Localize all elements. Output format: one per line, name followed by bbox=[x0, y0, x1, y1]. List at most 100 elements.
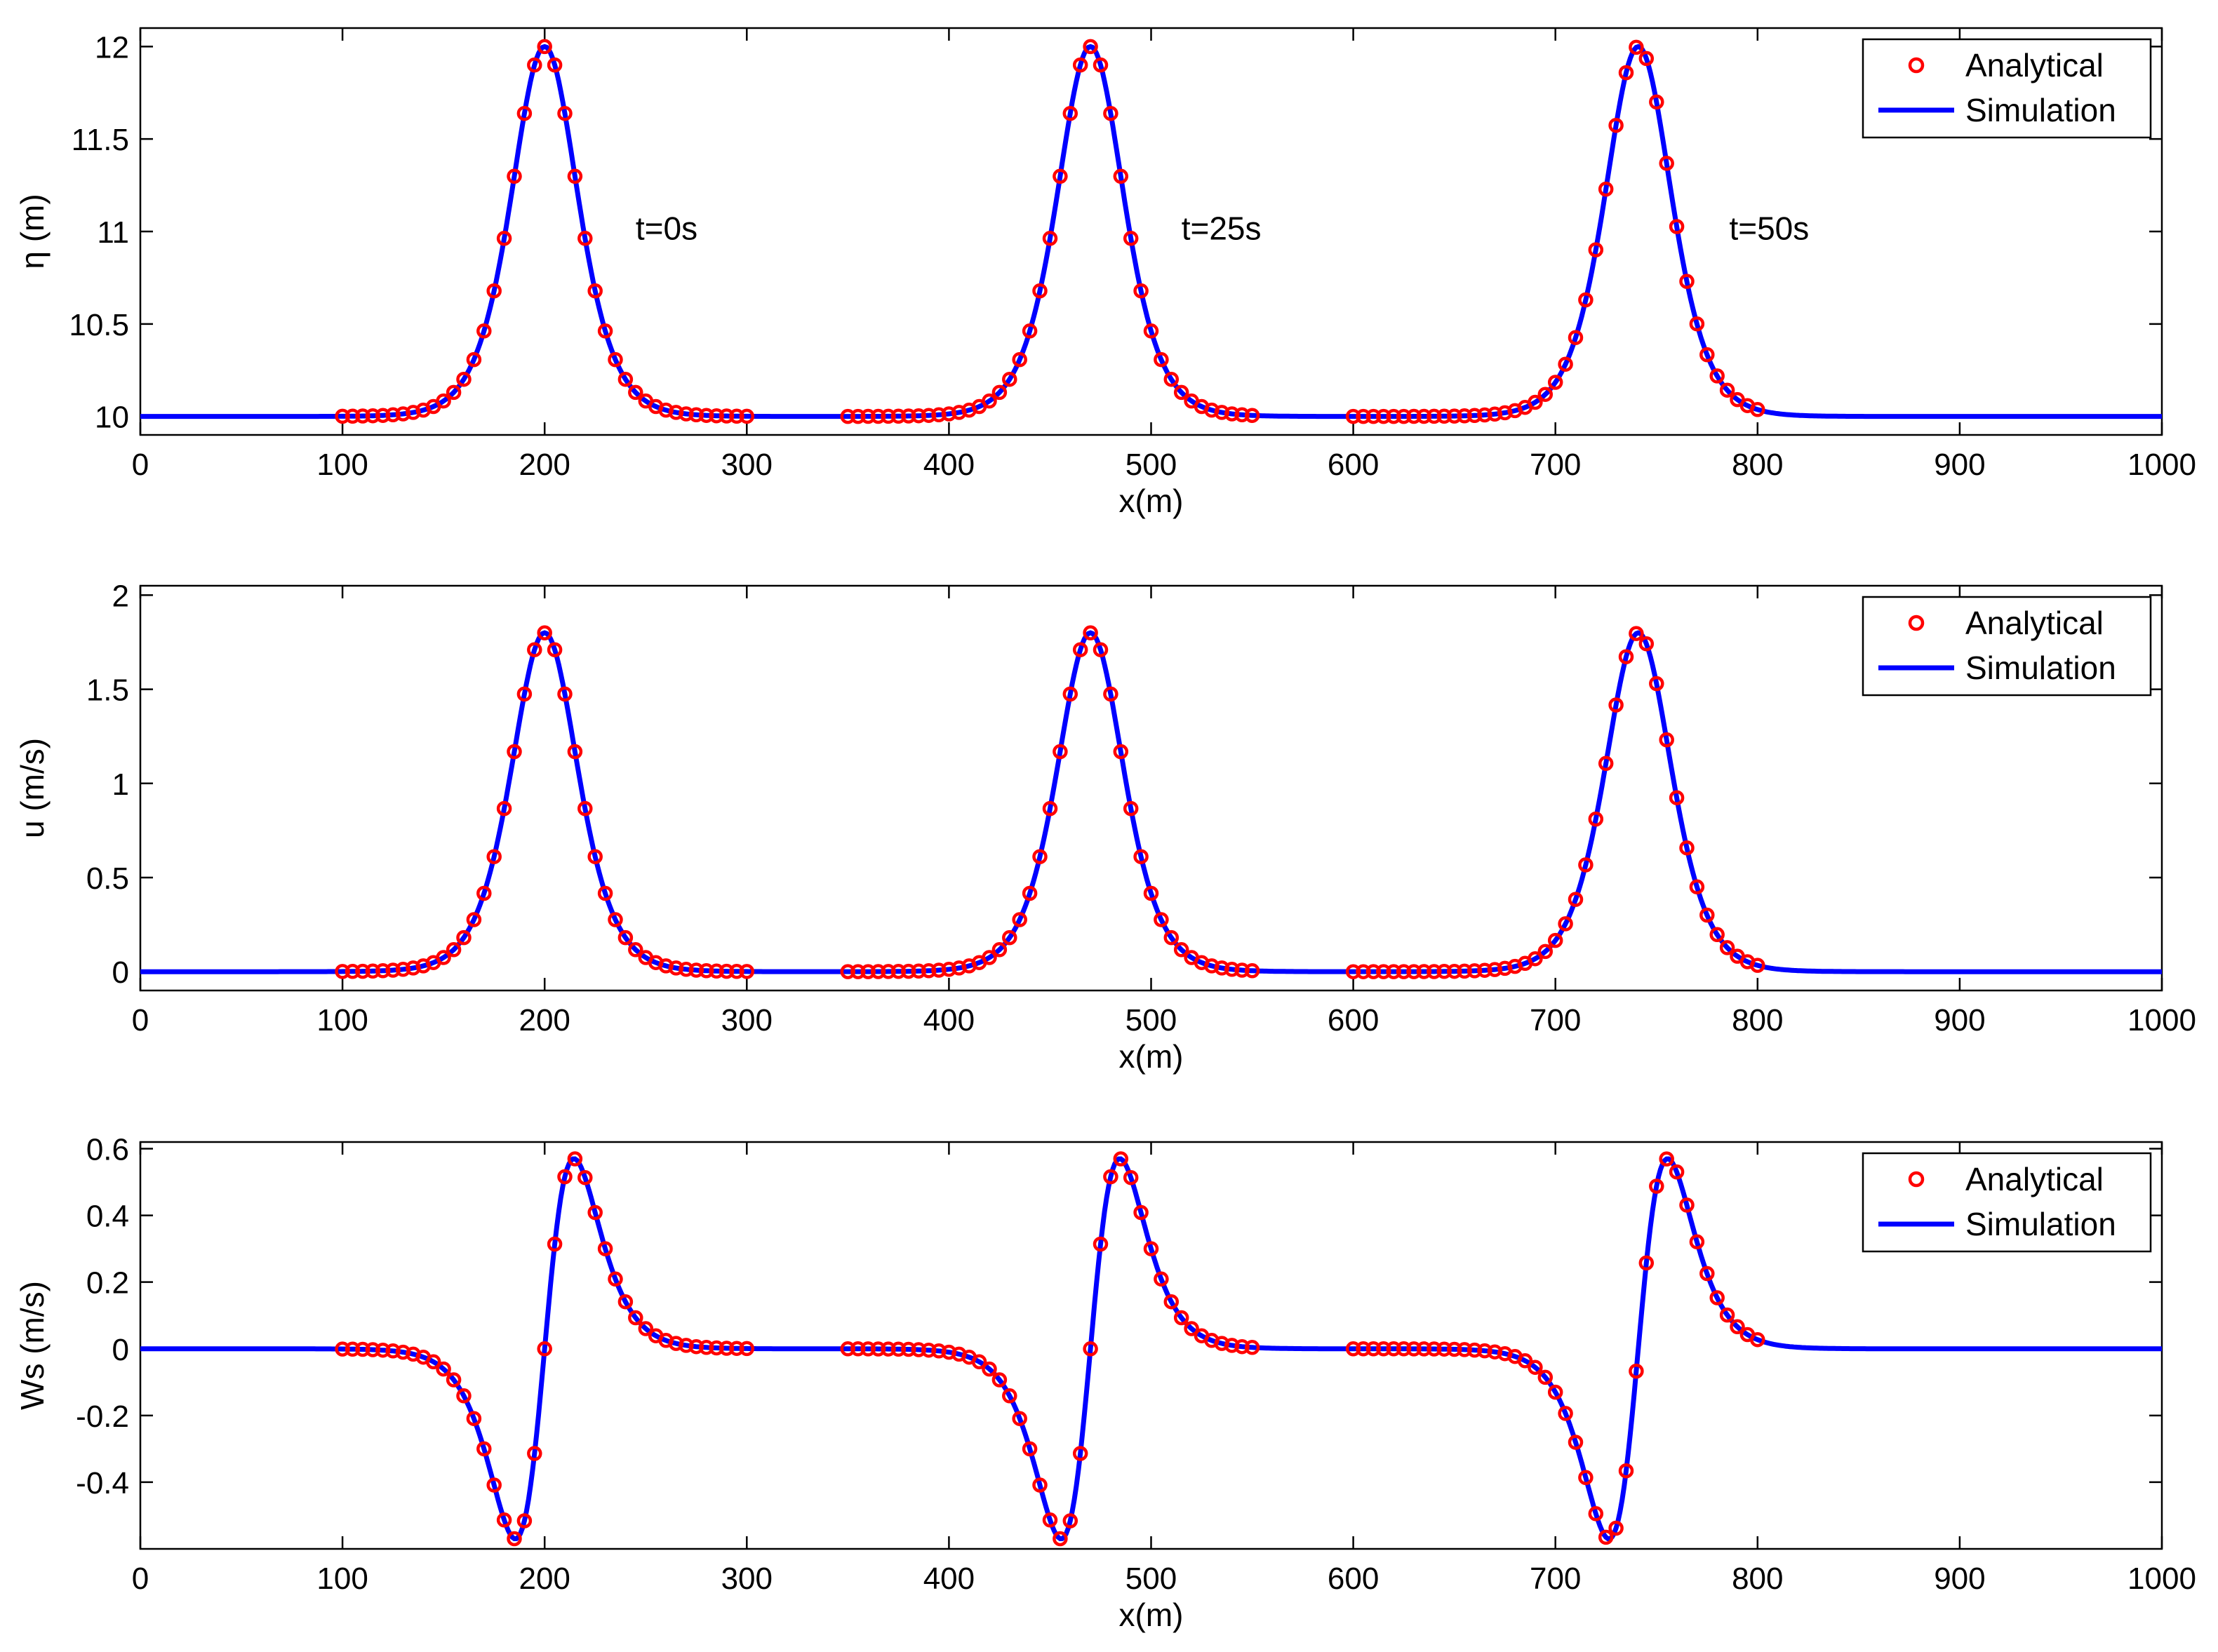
analytical-point bbox=[698, 408, 714, 423]
analytical-point bbox=[709, 963, 724, 979]
analytical-point bbox=[436, 950, 451, 965]
analytical-point bbox=[507, 1531, 522, 1547]
x-tick-label: 300 bbox=[721, 448, 773, 482]
x-tick-label: 600 bbox=[1328, 448, 1379, 482]
analytical-point bbox=[486, 1477, 502, 1493]
analytical-point bbox=[1406, 1341, 1422, 1357]
analytical-point bbox=[476, 323, 492, 339]
analytical-point bbox=[375, 1342, 391, 1358]
analytical-point bbox=[1103, 105, 1118, 121]
analytical-point bbox=[1750, 402, 1765, 417]
analytical-point bbox=[1598, 756, 1614, 772]
analytical-point bbox=[1537, 387, 1554, 402]
analytical-point bbox=[890, 1341, 907, 1357]
analytical-point bbox=[1618, 1463, 1634, 1479]
analytical-point bbox=[1416, 408, 1432, 424]
x-tick-label: 300 bbox=[721, 1003, 773, 1037]
analytical-point bbox=[1608, 1520, 1624, 1536]
analytical-point bbox=[1133, 283, 1149, 299]
analytical-point bbox=[698, 963, 714, 979]
analytical-point bbox=[1467, 963, 1483, 979]
legend: Analytical Simulation bbox=[1862, 596, 2152, 697]
analytical-point bbox=[931, 1343, 947, 1359]
analytical-point bbox=[1750, 1331, 1765, 1348]
analytical-point bbox=[516, 105, 533, 121]
analytical-point bbox=[1113, 744, 1129, 760]
x-tick-label: 900 bbox=[1934, 1562, 1985, 1596]
x-tick-label: 300 bbox=[721, 1562, 773, 1596]
analytical-point bbox=[901, 1341, 916, 1357]
analytical-point bbox=[537, 625, 552, 640]
analytical-point bbox=[1568, 892, 1584, 907]
analytical-point bbox=[1477, 407, 1492, 423]
analytical-point bbox=[1427, 408, 1442, 424]
analytical-point bbox=[1679, 1197, 1695, 1213]
analytical-point bbox=[1649, 1178, 1664, 1194]
analytical-point bbox=[537, 39, 552, 55]
analytical-point bbox=[1244, 1340, 1260, 1355]
snapshot-annotation: t=25s bbox=[1182, 210, 1262, 247]
analytical-point bbox=[1042, 800, 1058, 817]
analytical-point bbox=[1730, 1319, 1745, 1335]
analytical-point bbox=[1123, 800, 1139, 817]
analytical-point bbox=[1629, 1363, 1644, 1379]
analytical-point bbox=[1446, 1341, 1462, 1357]
analytical-point bbox=[709, 408, 724, 424]
analytical-point bbox=[1234, 1338, 1250, 1355]
analytical-point bbox=[719, 963, 735, 979]
analytical-point bbox=[1416, 964, 1432, 979]
analytical-point bbox=[1244, 408, 1260, 423]
analytical-point bbox=[931, 962, 947, 978]
analytical-point bbox=[1659, 1151, 1674, 1167]
analytical-point bbox=[1669, 790, 1685, 805]
analytical-point bbox=[1224, 406, 1240, 422]
analytical-point bbox=[1588, 242, 1604, 257]
x-tick-label: 700 bbox=[1530, 1003, 1581, 1037]
y-axis-label: Ws (m/s) bbox=[14, 1281, 51, 1410]
analytical-point bbox=[1376, 964, 1391, 979]
analytical-point bbox=[1103, 686, 1118, 702]
analytical-point bbox=[446, 384, 462, 401]
analytical-point bbox=[1072, 642, 1088, 657]
analytical-point bbox=[567, 1151, 583, 1167]
analytical-point bbox=[1103, 1169, 1118, 1185]
analytical-point bbox=[1588, 811, 1604, 827]
analytical-point bbox=[1446, 408, 1462, 424]
analytical-point bbox=[1083, 625, 1098, 640]
x-axis-label: x(m) bbox=[1119, 1597, 1184, 1633]
chart-panel-1: 0 100 200 300 400 500 600 700 800 900 1000 10 10.5 11… bbox=[14, 27, 2196, 519]
analytical-point bbox=[719, 1341, 735, 1356]
y-tick-label: 0.5 bbox=[86, 861, 129, 896]
x-tick-label: 200 bbox=[519, 448, 570, 482]
plot-area bbox=[140, 625, 2162, 979]
analytical-point bbox=[1528, 1359, 1543, 1375]
analytical-point bbox=[1163, 1294, 1180, 1310]
analytical-point bbox=[1649, 676, 1664, 692]
x-tick-label: 700 bbox=[1530, 1562, 1581, 1596]
analytical-point bbox=[527, 57, 542, 73]
analytical-point bbox=[365, 963, 381, 979]
analytical-point bbox=[1699, 347, 1715, 363]
analytical-point bbox=[1062, 105, 1078, 121]
analytical-point bbox=[617, 1294, 634, 1310]
analytical-point bbox=[1457, 963, 1472, 979]
analytical-point bbox=[608, 912, 623, 927]
analytical-point bbox=[1123, 231, 1139, 246]
analytical-point bbox=[1487, 962, 1503, 977]
simulation-series-line bbox=[140, 43, 2162, 419]
analytical-point bbox=[729, 408, 744, 424]
analytical-point bbox=[1012, 351, 1027, 368]
analytical-point bbox=[1608, 697, 1624, 713]
analytical-point bbox=[1568, 330, 1584, 345]
analytical-point bbox=[547, 57, 563, 73]
analytical-point bbox=[365, 408, 381, 424]
y-tick-label: 0.4 bbox=[86, 1200, 129, 1234]
analytical-point bbox=[870, 408, 886, 424]
legend-analytical-marker bbox=[1908, 57, 1925, 74]
analytical-point bbox=[739, 964, 755, 979]
analytical-point bbox=[628, 1310, 643, 1326]
legend-analytical-label: Analytical bbox=[1965, 1161, 2104, 1197]
analytical-point bbox=[587, 1204, 603, 1221]
analytical-point bbox=[982, 1361, 997, 1377]
analytical-point bbox=[516, 1513, 533, 1529]
